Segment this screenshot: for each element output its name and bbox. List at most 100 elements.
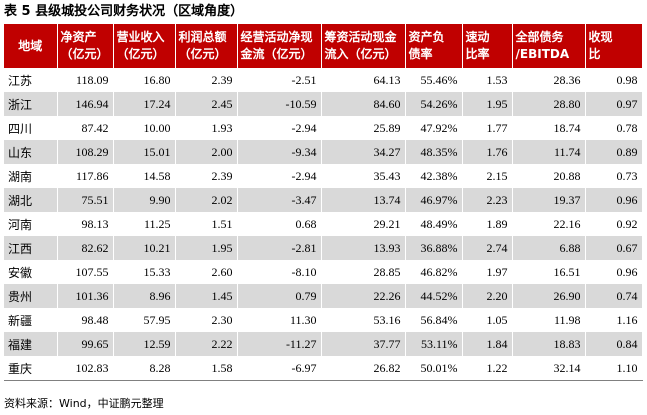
value-cell: 98.13 xyxy=(57,212,114,236)
value-cell: 11.30 xyxy=(237,308,322,332)
value-cell: 0.84 xyxy=(585,332,643,356)
value-cell: 118.09 xyxy=(57,68,114,92)
value-cell: 10.21 xyxy=(113,236,176,260)
value-cell: 0.97 xyxy=(585,92,643,116)
table-row: 贵州 101.36 8.96 1.45 0.79 22.26 44.52% 2.20 26.90… xyxy=(4,284,643,308)
header-cell-operating-cash-flow: 经营活动净现 金流（亿元） xyxy=(237,24,322,68)
value-cell: 75.51 xyxy=(57,188,114,212)
value-cell: 47.92% xyxy=(405,116,463,140)
value-cell: 64.13 xyxy=(321,68,406,92)
value-cell: 2.74 xyxy=(462,236,513,260)
value-cell: 6.88 xyxy=(512,236,586,260)
value-cell: 37.77 xyxy=(321,332,406,356)
value-cell: 14.58 xyxy=(113,164,176,188)
value-cell: -2.51 xyxy=(237,68,322,92)
table-row: 浙江 146.94 17.24 2.45 -10.59 84.60 54.26% 1.95 28… xyxy=(4,92,643,116)
value-cell: 26.90 xyxy=(512,284,586,308)
value-cell: 1.93 xyxy=(175,116,238,140)
value-cell: 0.68 xyxy=(237,212,322,236)
value-cell: 1.95 xyxy=(462,92,513,116)
value-cell: 2.02 xyxy=(175,188,238,212)
table-row: 山东 108.29 15.01 2.00 -9.34 34.27 48.35% 1.76 11.… xyxy=(4,140,643,164)
table-row: 福建 99.65 12.59 2.22 -11.27 37.77 53.11% 1.84 18.… xyxy=(4,332,643,356)
region-cell: 山东 xyxy=(4,140,58,164)
source-note: 资料来源：Wind，中证鹏元整理 xyxy=(4,397,164,410)
value-cell: 34.27 xyxy=(321,140,406,164)
value-cell: 22.16 xyxy=(512,212,586,236)
value-cell: 25.89 xyxy=(321,116,406,140)
header-cell-net-assets: 净资产 （亿元） xyxy=(57,24,114,68)
value-cell: 108.29 xyxy=(57,140,114,164)
value-cell: 28.85 xyxy=(321,260,406,284)
value-cell: 48.35% xyxy=(405,140,463,164)
value-cell: -9.34 xyxy=(237,140,322,164)
value-cell: 46.82% xyxy=(405,260,463,284)
value-cell: 1.16 xyxy=(585,308,643,332)
value-cell: 107.55 xyxy=(57,260,114,284)
value-cell: 36.88% xyxy=(405,236,463,260)
value-cell: 13.74 xyxy=(321,188,406,212)
header-cell-revenue: 营业收入 （亿元） xyxy=(113,24,176,68)
value-cell: 87.42 xyxy=(57,116,114,140)
region-cell: 福建 xyxy=(4,332,58,356)
value-cell: 0.73 xyxy=(585,164,643,188)
value-cell: 2.22 xyxy=(175,332,238,356)
value-cell: 8.28 xyxy=(113,356,176,381)
value-cell: 15.33 xyxy=(113,260,176,284)
value-cell: 16.51 xyxy=(512,260,586,284)
table-row: 江苏 118.09 16.80 2.39 -2.51 64.13 55.46% 1.53 28.… xyxy=(4,68,643,92)
header-cell-debt-ebitda: 全部债务/EBITDA xyxy=(512,24,586,68)
value-cell: -8.10 xyxy=(237,260,322,284)
value-cell: 8.96 xyxy=(113,284,176,308)
value-cell: 1.84 xyxy=(462,332,513,356)
header-row: 地域 净资产 （亿元） 营业收入 （亿元） 利润总额 （亿元） 经营活动净现 金流（亿元… xyxy=(4,24,643,68)
value-cell: 117.86 xyxy=(57,164,114,188)
region-cell: 江苏 xyxy=(4,68,58,92)
value-cell: 19.37 xyxy=(512,188,586,212)
value-cell: 55.46% xyxy=(405,68,463,92)
table-row: 河南 98.13 11.25 1.51 0.68 29.21 48.49% 1.89 22.16… xyxy=(4,212,643,236)
value-cell: 82.62 xyxy=(57,236,114,260)
value-cell: 42.38% xyxy=(405,164,463,188)
value-cell: 10.00 xyxy=(113,116,176,140)
table-title: 表 5 县级城投公司财务状况（区域角度） xyxy=(4,4,244,19)
header-cell-debt-ratio: 资产负 债率 xyxy=(405,24,463,68)
value-cell: 2.39 xyxy=(175,164,238,188)
value-cell: 18.83 xyxy=(512,332,586,356)
value-cell: 28.80 xyxy=(512,92,586,116)
value-cell: 0.67 xyxy=(585,236,643,260)
value-cell: 2.45 xyxy=(175,92,238,116)
value-cell: 17.24 xyxy=(113,92,176,116)
value-cell: -2.81 xyxy=(237,236,322,260)
financial-status-table: 地域 净资产 （亿元） 营业收入 （亿元） 利润总额 （亿元） 经营活动净现 金流（亿元… xyxy=(4,24,643,381)
region-cell: 新疆 xyxy=(4,308,58,332)
value-cell: 2.20 xyxy=(462,284,513,308)
region-cell: 四川 xyxy=(4,116,58,140)
value-cell: 48.49% xyxy=(405,212,463,236)
value-cell: 1.45 xyxy=(175,284,238,308)
value-cell: -10.59 xyxy=(237,92,322,116)
value-cell: 2.15 xyxy=(462,164,513,188)
value-cell: 1.05 xyxy=(462,308,513,332)
value-cell: 1.77 xyxy=(462,116,513,140)
header-cell-region: 地域 xyxy=(4,24,58,68)
value-cell: 0.92 xyxy=(585,212,643,236)
header-cell-total-profit: 利润总额 （亿元） xyxy=(175,24,238,68)
header-cell-financing-cash-inflow: 筹资活动现金 流入（亿元） xyxy=(321,24,406,68)
region-cell: 重庆 xyxy=(4,356,58,381)
value-cell: 1.76 xyxy=(462,140,513,164)
value-cell: 0.89 xyxy=(585,140,643,164)
table-row: 江西 82.62 10.21 1.95 -2.81 13.93 36.88% 2.74 6.88… xyxy=(4,236,643,260)
value-cell: 11.98 xyxy=(512,308,586,332)
value-cell: 2.60 xyxy=(175,260,238,284)
value-cell: 15.01 xyxy=(113,140,176,164)
region-cell: 湖北 xyxy=(4,188,58,212)
region-cell: 安徽 xyxy=(4,260,58,284)
value-cell: 1.95 xyxy=(175,236,238,260)
value-cell: 101.36 xyxy=(57,284,114,308)
value-cell: 11.74 xyxy=(512,140,586,164)
value-cell: 29.21 xyxy=(321,212,406,236)
table-row: 湖北 75.51 9.90 2.02 -3.47 13.74 46.97% 2.23 19.37… xyxy=(4,188,643,212)
value-cell: 26.82 xyxy=(321,356,406,381)
